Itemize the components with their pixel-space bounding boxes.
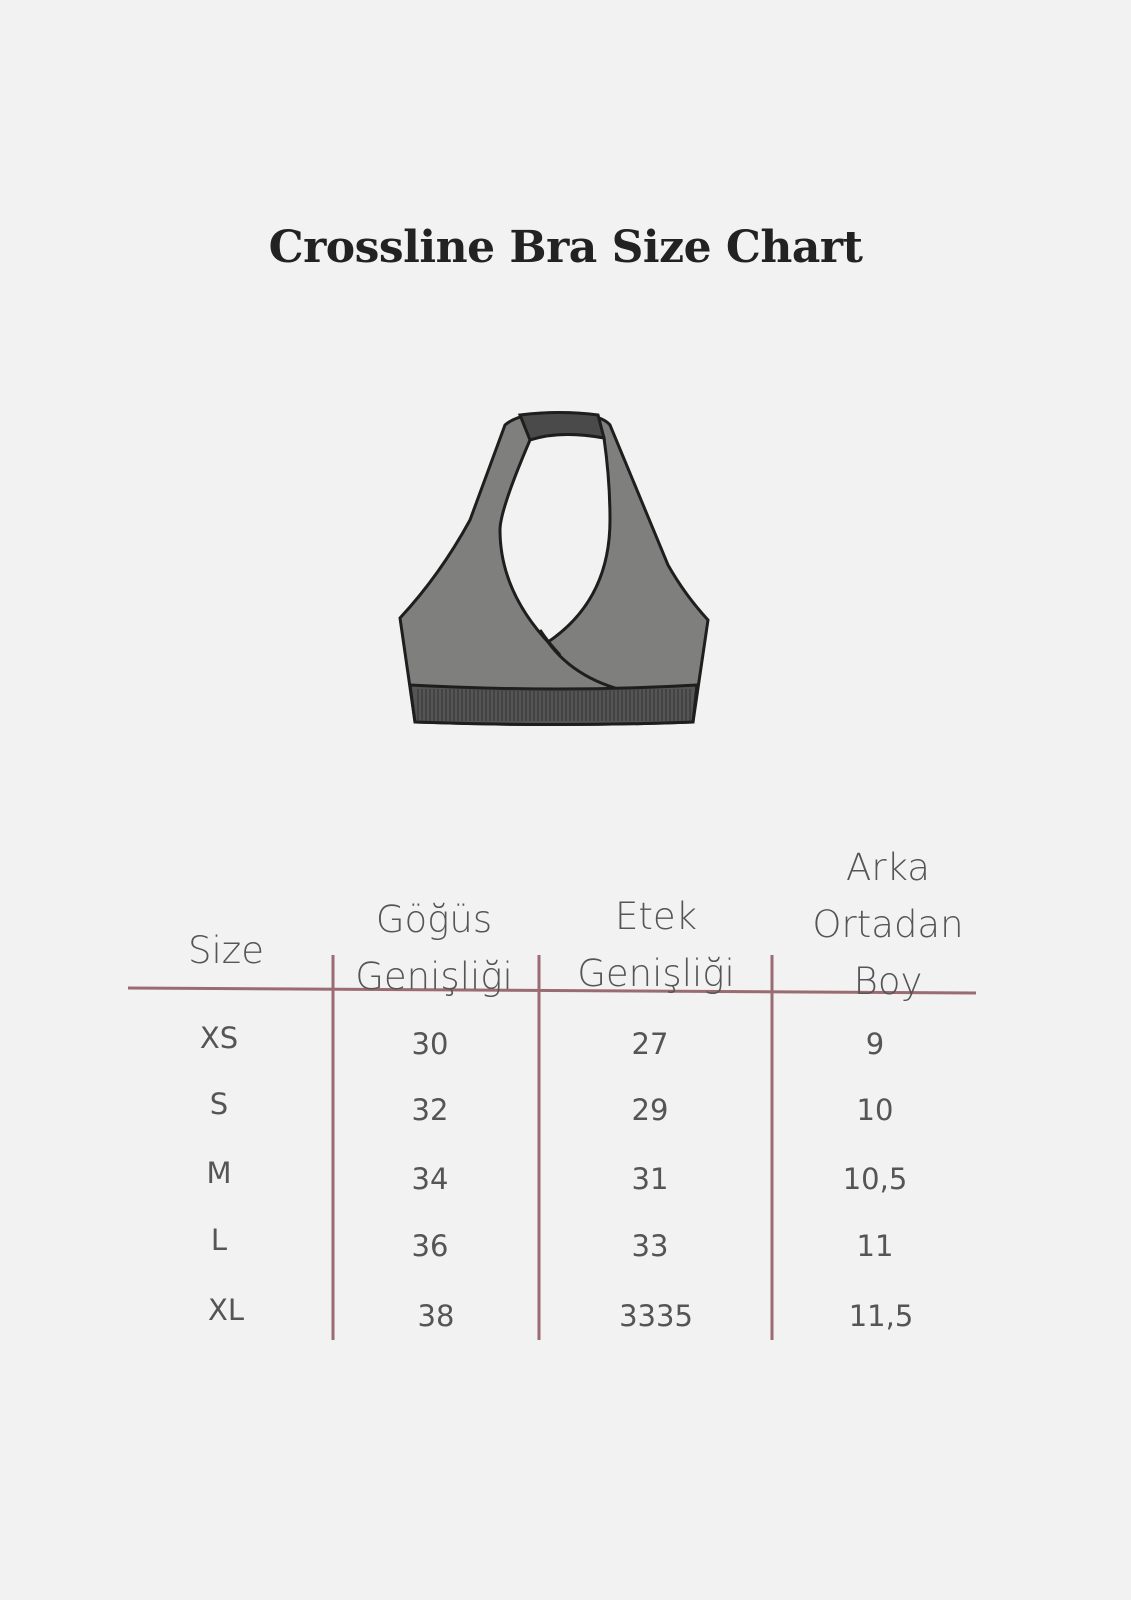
header-line: Etek <box>614 895 698 938</box>
header-divider <box>127 986 977 995</box>
measurement-cell: 9 <box>865 1027 885 1061</box>
header-line: Boy <box>853 960 923 1003</box>
column-header: Arka Ortadan Boy <box>812 839 963 1010</box>
header-line: Arka <box>846 846 930 889</box>
column-header: Etek Genişliği <box>577 888 735 1002</box>
size-label: XS <box>199 1021 239 1055</box>
page-title: Crossline Bra Size Chart <box>268 222 863 273</box>
neck-hole <box>498 432 612 644</box>
measurement-cell: 27 <box>631 1027 669 1061</box>
measurement-cell: 33 <box>631 1229 669 1263</box>
column-header: Size <box>188 922 264 979</box>
size-label: XL <box>207 1293 245 1327</box>
column-header: Göğüs Genişliği <box>355 891 513 1005</box>
measurement-cell: 31 <box>631 1162 669 1196</box>
measurement-cell: 38 <box>417 1299 455 1333</box>
header-line: Göğüs <box>375 898 493 941</box>
measurement-cell: 32 <box>411 1093 449 1127</box>
measurement-cell: 10,5 <box>842 1162 908 1196</box>
size-label: M <box>206 1156 232 1190</box>
header-line: Genişliği <box>577 952 735 995</box>
measurement-cell: 3335 <box>619 1299 693 1333</box>
header-line: Size <box>188 929 264 972</box>
measurement-cell: 36 <box>411 1229 449 1263</box>
measurement-cell: 34 <box>411 1162 449 1196</box>
measurement-cell: 11 <box>856 1229 894 1263</box>
measurement-cell: 29 <box>631 1093 669 1127</box>
measurement-cell: 10 <box>856 1093 894 1127</box>
size-label: L <box>210 1223 228 1257</box>
size-label: S <box>209 1087 229 1121</box>
bra-illustration <box>398 411 710 726</box>
header-line: Genişliği <box>355 955 513 998</box>
header-line: Ortadan <box>812 903 964 946</box>
measurement-cell: 30 <box>411 1027 449 1061</box>
measurement-cell: 11,5 <box>848 1299 914 1333</box>
